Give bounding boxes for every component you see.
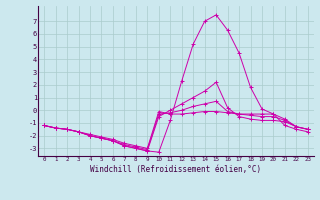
X-axis label: Windchill (Refroidissement éolien,°C): Windchill (Refroidissement éolien,°C) [91, 165, 261, 174]
